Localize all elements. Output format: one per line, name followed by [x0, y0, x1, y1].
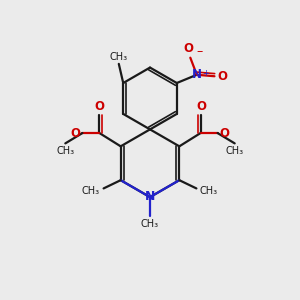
Text: O: O	[184, 42, 194, 55]
Text: CH₃: CH₃	[141, 219, 159, 229]
Text: N: N	[192, 68, 202, 81]
Text: O: O	[70, 127, 81, 140]
Text: –: –	[197, 45, 203, 58]
Text: CH₃: CH₃	[110, 52, 128, 61]
Text: O: O	[218, 70, 227, 83]
Text: N: N	[145, 190, 155, 203]
Text: +: +	[202, 69, 209, 78]
Text: methyl: methyl	[61, 146, 65, 147]
Text: CH₃: CH₃	[56, 146, 74, 156]
Text: CH₃: CH₃	[200, 186, 218, 196]
Text: CH₃: CH₃	[226, 146, 244, 156]
Text: O: O	[94, 100, 104, 113]
Text: O: O	[196, 100, 206, 113]
Text: CH₃: CH₃	[82, 186, 100, 196]
Text: O: O	[219, 127, 230, 140]
